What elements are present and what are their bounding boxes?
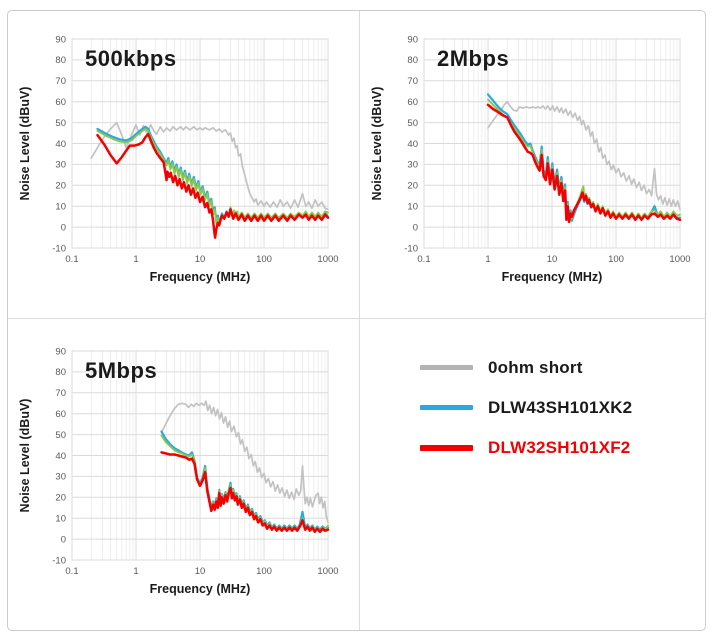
y-tick-label: 50 bbox=[55, 118, 66, 129]
y-tick-label: 90 bbox=[407, 34, 418, 45]
y-tick-label: 60 bbox=[55, 97, 66, 108]
series-lines bbox=[160, 400, 330, 534]
series-dlw32sh101xf2 bbox=[160, 451, 330, 534]
x-tick-label: 0.1 bbox=[417, 254, 430, 265]
x-tick-label: 100 bbox=[256, 254, 272, 265]
y-tick-label: 70 bbox=[407, 76, 418, 87]
y-tick-label: 90 bbox=[55, 34, 66, 45]
chart-5mbps: 90 80 70 60 50 40 30 20 10 0 -10 0.1 1 10 100 1000 Frequ… bbox=[8, 322, 360, 633]
series-lines bbox=[90, 121, 330, 239]
y-tick-label: 20 bbox=[407, 181, 418, 192]
x-tick-label: 100 bbox=[608, 254, 624, 265]
y-tick-label: 20 bbox=[55, 493, 66, 504]
legend-swatch-red-icon bbox=[420, 444, 473, 451]
y-tick-label: 90 bbox=[55, 346, 66, 357]
legend-swatch-gray-icon bbox=[420, 365, 473, 370]
y-tick-label: 30 bbox=[407, 160, 418, 171]
x-tick-label: 1 bbox=[133, 254, 138, 265]
series-dlw32sh101xf2 bbox=[96, 132, 330, 239]
x-tick-label: 0.1 bbox=[65, 566, 78, 577]
y-tick-label: 80 bbox=[407, 55, 418, 66]
y-tick-label: 70 bbox=[55, 76, 66, 87]
y-tick-label: 40 bbox=[407, 139, 418, 150]
y-tick-label: 80 bbox=[55, 55, 66, 66]
legend: 0ohm short DLW43SH101XK2 DLW32SH101XF2 bbox=[420, 356, 632, 459]
y-tick-label: 50 bbox=[55, 430, 66, 441]
x-tick-label: 100 bbox=[256, 566, 272, 577]
x-tick-label: 10 bbox=[195, 566, 206, 577]
y-tick-label: 70 bbox=[55, 388, 66, 399]
y-tick-label: 50 bbox=[407, 118, 418, 129]
y-axis-title: Noise Level (dBuV) bbox=[18, 87, 32, 201]
y-tick-label: 10 bbox=[407, 202, 418, 213]
y-tick-label: 0 bbox=[61, 534, 66, 545]
legend-swatch-blue-icon bbox=[420, 405, 473, 410]
y-tick-label: 30 bbox=[55, 472, 66, 483]
y-axis-title: Noise Level (dBuV) bbox=[18, 399, 32, 513]
plot-border bbox=[71, 38, 329, 249]
legend-label: DLW32SH101XF2 bbox=[488, 437, 631, 457]
x-tick-label: 0.1 bbox=[65, 254, 78, 265]
chart-title: 500kbps bbox=[85, 46, 177, 71]
major-gridlines bbox=[71, 350, 329, 561]
series-0ohm-short bbox=[90, 121, 329, 211]
y-tick-label: 30 bbox=[55, 160, 66, 171]
y-axis-title: Noise Level (dBuV) bbox=[370, 87, 384, 201]
x-axis-title: Frequency (MHz) bbox=[150, 582, 251, 596]
y-tick-label: 0 bbox=[61, 222, 66, 233]
y-tick-label: 80 bbox=[55, 367, 66, 378]
x-tick-label: 10 bbox=[547, 254, 558, 265]
y-tick-label: 20 bbox=[55, 181, 66, 192]
x-tick-label: 1 bbox=[133, 566, 138, 577]
figure-border bbox=[7, 10, 706, 631]
x-axis-title: Frequency (MHz) bbox=[150, 270, 251, 284]
chart-title: 2Mbps bbox=[437, 46, 509, 71]
legend-row-dlw43sh101xk2: DLW43SH101XK2 bbox=[420, 396, 632, 419]
y-tick-label: -10 bbox=[404, 243, 418, 254]
x-axis-title: Frequency (MHz) bbox=[502, 270, 603, 284]
quadrant-divider-vertical bbox=[359, 11, 360, 630]
plot-border bbox=[423, 38, 681, 249]
y-tick-label: 0 bbox=[413, 222, 418, 233]
series-dlw43sh101xk2 bbox=[486, 93, 682, 222]
y-tick-label: -10 bbox=[52, 555, 66, 566]
legend-label: 0ohm short bbox=[488, 357, 583, 377]
y-tick-label: 60 bbox=[55, 409, 66, 420]
series-green bbox=[96, 127, 329, 228]
y-tick-label: 10 bbox=[55, 202, 66, 213]
x-tick-label: 1000 bbox=[317, 254, 338, 265]
y-tick-label: -10 bbox=[52, 243, 66, 254]
series-0ohm-short bbox=[160, 400, 329, 524]
chart-500kbps: 90 80 70 60 50 40 30 20 10 0 -10 0.1 1 10 100 1000 Frequ… bbox=[8, 10, 360, 321]
series-lines bbox=[486, 93, 682, 224]
legend-label: DLW43SH101XK2 bbox=[488, 397, 633, 417]
chart-2mbps: 90 80 70 60 50 40 30 20 10 0 -10 0.1 1 10 100 1000 Frequ… bbox=[360, 10, 712, 321]
series-0ohm-short bbox=[487, 100, 681, 211]
y-tick-label: 40 bbox=[55, 139, 66, 150]
x-tick-label: 1 bbox=[485, 254, 490, 265]
chart-title: 5Mbps bbox=[85, 358, 157, 383]
x-tick-label: 10 bbox=[195, 254, 206, 265]
x-tick-label: 1000 bbox=[669, 254, 690, 265]
legend-row-dlw32sh101xf2: DLW32SH101XF2 bbox=[420, 436, 632, 459]
plot-border bbox=[71, 350, 329, 561]
y-tick-label: 40 bbox=[55, 451, 66, 462]
series-dlw32sh101xf2 bbox=[486, 103, 682, 224]
x-tick-label: 1000 bbox=[317, 566, 338, 577]
y-tick-label: 60 bbox=[407, 97, 418, 108]
quadrant-divider-horizontal bbox=[8, 318, 706, 319]
y-tick-label: 10 bbox=[55, 514, 66, 525]
legend-row-0ohm-short: 0ohm short bbox=[420, 356, 632, 379]
